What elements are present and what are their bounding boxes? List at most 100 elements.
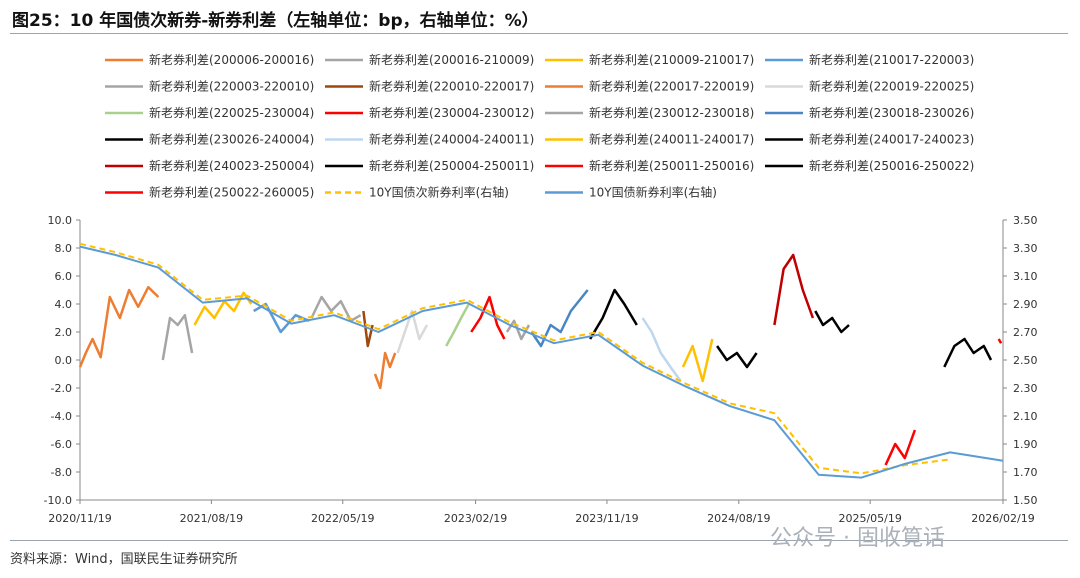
legend-item: 新老券利差(220017-220019): [545, 79, 754, 94]
series-line: [79, 245, 1004, 479]
x-axis-tick-label: 2026/02/19: [971, 512, 1034, 525]
right-axis-tick-label: 3.50: [1013, 214, 1038, 227]
left-axis-tick-label: 0.0: [55, 354, 73, 367]
series-line: [589, 288, 638, 340]
legend-label: 新老券利差(230004-230012): [369, 105, 534, 120]
legend-item: 新老券利差(220003-220010): [105, 79, 314, 94]
x-axis-tick-label: 2021/08/19: [180, 512, 243, 525]
x-axis-tick-label: 2023/11/19: [575, 512, 638, 525]
chart-title: 图25：10 年国债次新券-新券利差（左轴单位：bp，右轴单位：%）: [12, 11, 539, 31]
legend-label: 新老券利差(220025-230004): [149, 105, 314, 120]
right-axis-tick-label: 3.10: [1013, 270, 1038, 283]
left-axis-tick-label: 2.0: [55, 326, 73, 339]
right-axis-tick-label: 2.70: [1013, 326, 1038, 339]
series-line: [79, 242, 951, 475]
legend-item: 新老券利差(230012-230018): [545, 105, 754, 120]
legend-item: 新老券利差(240004-240011): [325, 132, 534, 147]
legend-label: 新老券利差(250004-250011): [369, 158, 534, 173]
right-axis-tick-label: 2.90: [1013, 298, 1038, 311]
left-axis-tick-label: 6.0: [55, 270, 73, 283]
legend-item: 新老券利差(200006-200016): [105, 52, 314, 67]
footer-divider: [10, 540, 1068, 541]
legend-item: 新老券利差(230004-230012): [325, 105, 534, 120]
series-line: [373, 351, 397, 390]
series-line: [884, 429, 917, 466]
series-line: [193, 291, 253, 326]
left-axis-tick-label: 4.0: [55, 298, 73, 311]
series-line: [310, 295, 362, 323]
legend-label: 新老券利差(220010-220017): [369, 79, 534, 94]
left-axis-tick-label: -10.0: [44, 494, 72, 507]
right-axis-tick-label: 3.30: [1013, 242, 1038, 255]
left-axis-tick-label: 10.0: [48, 214, 73, 227]
legend-item: 新老券利差(210017-220003): [765, 52, 974, 67]
legend-label: 新老券利差(240011-240017): [589, 132, 754, 147]
plot-area: [78, 242, 1004, 479]
legend-label: 新老券利差(210009-210017): [589, 52, 754, 67]
legend-item: 新老券利差(220010-220017): [325, 79, 534, 94]
x-axis-tick-label: 2022/05/19: [311, 512, 374, 525]
legend-label: 新老券利差(250022-260005): [149, 185, 314, 200]
series-line: [505, 319, 531, 341]
right-axis-tick-label: 1.50: [1013, 494, 1038, 507]
x-axis-tick-label: 2025/05/19: [838, 512, 901, 525]
legend-label: 新老券利差(230018-230026): [809, 105, 974, 120]
left-axis-tick-label: -8.0: [51, 466, 72, 479]
legend-label: 新老券利差(240004-240011): [369, 132, 534, 147]
legend-item: 新老券利差(240017-240023): [765, 132, 974, 147]
left-axis-tick-label: -2.0: [51, 382, 72, 395]
series-line: [773, 253, 815, 326]
series-line: [716, 345, 758, 369]
series-line: [681, 338, 714, 383]
legend-label: 新老券利差(220017-220019): [589, 79, 754, 94]
x-axis-tick-label: 2024/08/19: [707, 512, 770, 525]
right-axis-tick-label: 1.90: [1013, 438, 1038, 451]
legend-item: 新老券利差(250004-250011): [325, 158, 534, 173]
series-line: [396, 309, 429, 354]
series-line: [997, 338, 1003, 344]
legend-label: 新老券利差(240023-250004): [149, 158, 314, 173]
watermark: 公众号 · 固收筧话: [770, 526, 945, 551]
legend-item: 新老券利差(240011-240017): [545, 132, 754, 147]
right-axis-tick-label: 1.70: [1013, 466, 1038, 479]
series-line: [943, 337, 993, 368]
legend: 新老券利差(200006-200016) 新老券利差(200016-210009)…: [105, 52, 974, 200]
legend-label: 新老券利差(220019-220025): [809, 79, 974, 94]
left-axis-tick-label: -6.0: [51, 438, 72, 451]
series-line: [362, 310, 374, 348]
legend-label: 10Y国债新券利率(右轴): [589, 185, 717, 200]
legend-item: 新老券利差(220025-230004): [105, 105, 314, 120]
right-axis-tick-label: 2.50: [1013, 354, 1038, 367]
legend-label: 新老券利差(250011-250016): [589, 158, 754, 173]
legend-item: 新老券利差(220019-220025): [765, 79, 974, 94]
series-line: [814, 310, 850, 334]
legend-label: 新老券利差(250016-250022): [809, 158, 974, 173]
legend-item: 新老券利差(230018-230026): [765, 105, 974, 120]
right-axis-tick-label: 2.30: [1013, 382, 1038, 395]
legend-item: 新老券利差(240023-250004): [105, 158, 314, 173]
series-line: [470, 295, 506, 340]
x-axis-tick-label: 2023/02/19: [444, 512, 507, 525]
left-axis-tick-label: -4.0: [51, 410, 72, 423]
legend-item: 新老券利差(200016-210009): [325, 52, 534, 67]
legend-label: 新老券利差(240017-240023): [809, 132, 974, 147]
series-line: [445, 303, 470, 347]
legend-item: 新老券利差(210009-210017): [545, 52, 754, 67]
title-divider: [10, 33, 1068, 34]
x-axis-tick-label: 2020/11/19: [48, 512, 111, 525]
legend-item: 10Y国债新券利率(右轴): [545, 185, 717, 200]
left-axis-tick-label: 8.0: [55, 242, 73, 255]
legend-label: 新老券利差(210017-220003): [809, 52, 974, 67]
series-line: [530, 289, 589, 348]
legend-item: 新老券利差(250016-250022): [765, 158, 974, 173]
series-line: [78, 285, 160, 368]
source-note: 资料来源：Wind，国联民生证券研究所: [10, 552, 238, 567]
series-line: [161, 313, 194, 361]
axes: 10.0 8.0 6.0 4.0 2.0 0.0 -2.0 -4.0 -6.0 -8.0 -10.0…: [44, 214, 1038, 525]
right-axis-tick-label: 2.10: [1013, 410, 1038, 423]
legend-label: 新老券利差(200006-200016): [149, 52, 314, 67]
series-line: [641, 317, 682, 382]
legend-item: 新老券利差(230026-240004): [105, 132, 314, 147]
legend-label: 新老券利差(230026-240004): [149, 132, 314, 147]
